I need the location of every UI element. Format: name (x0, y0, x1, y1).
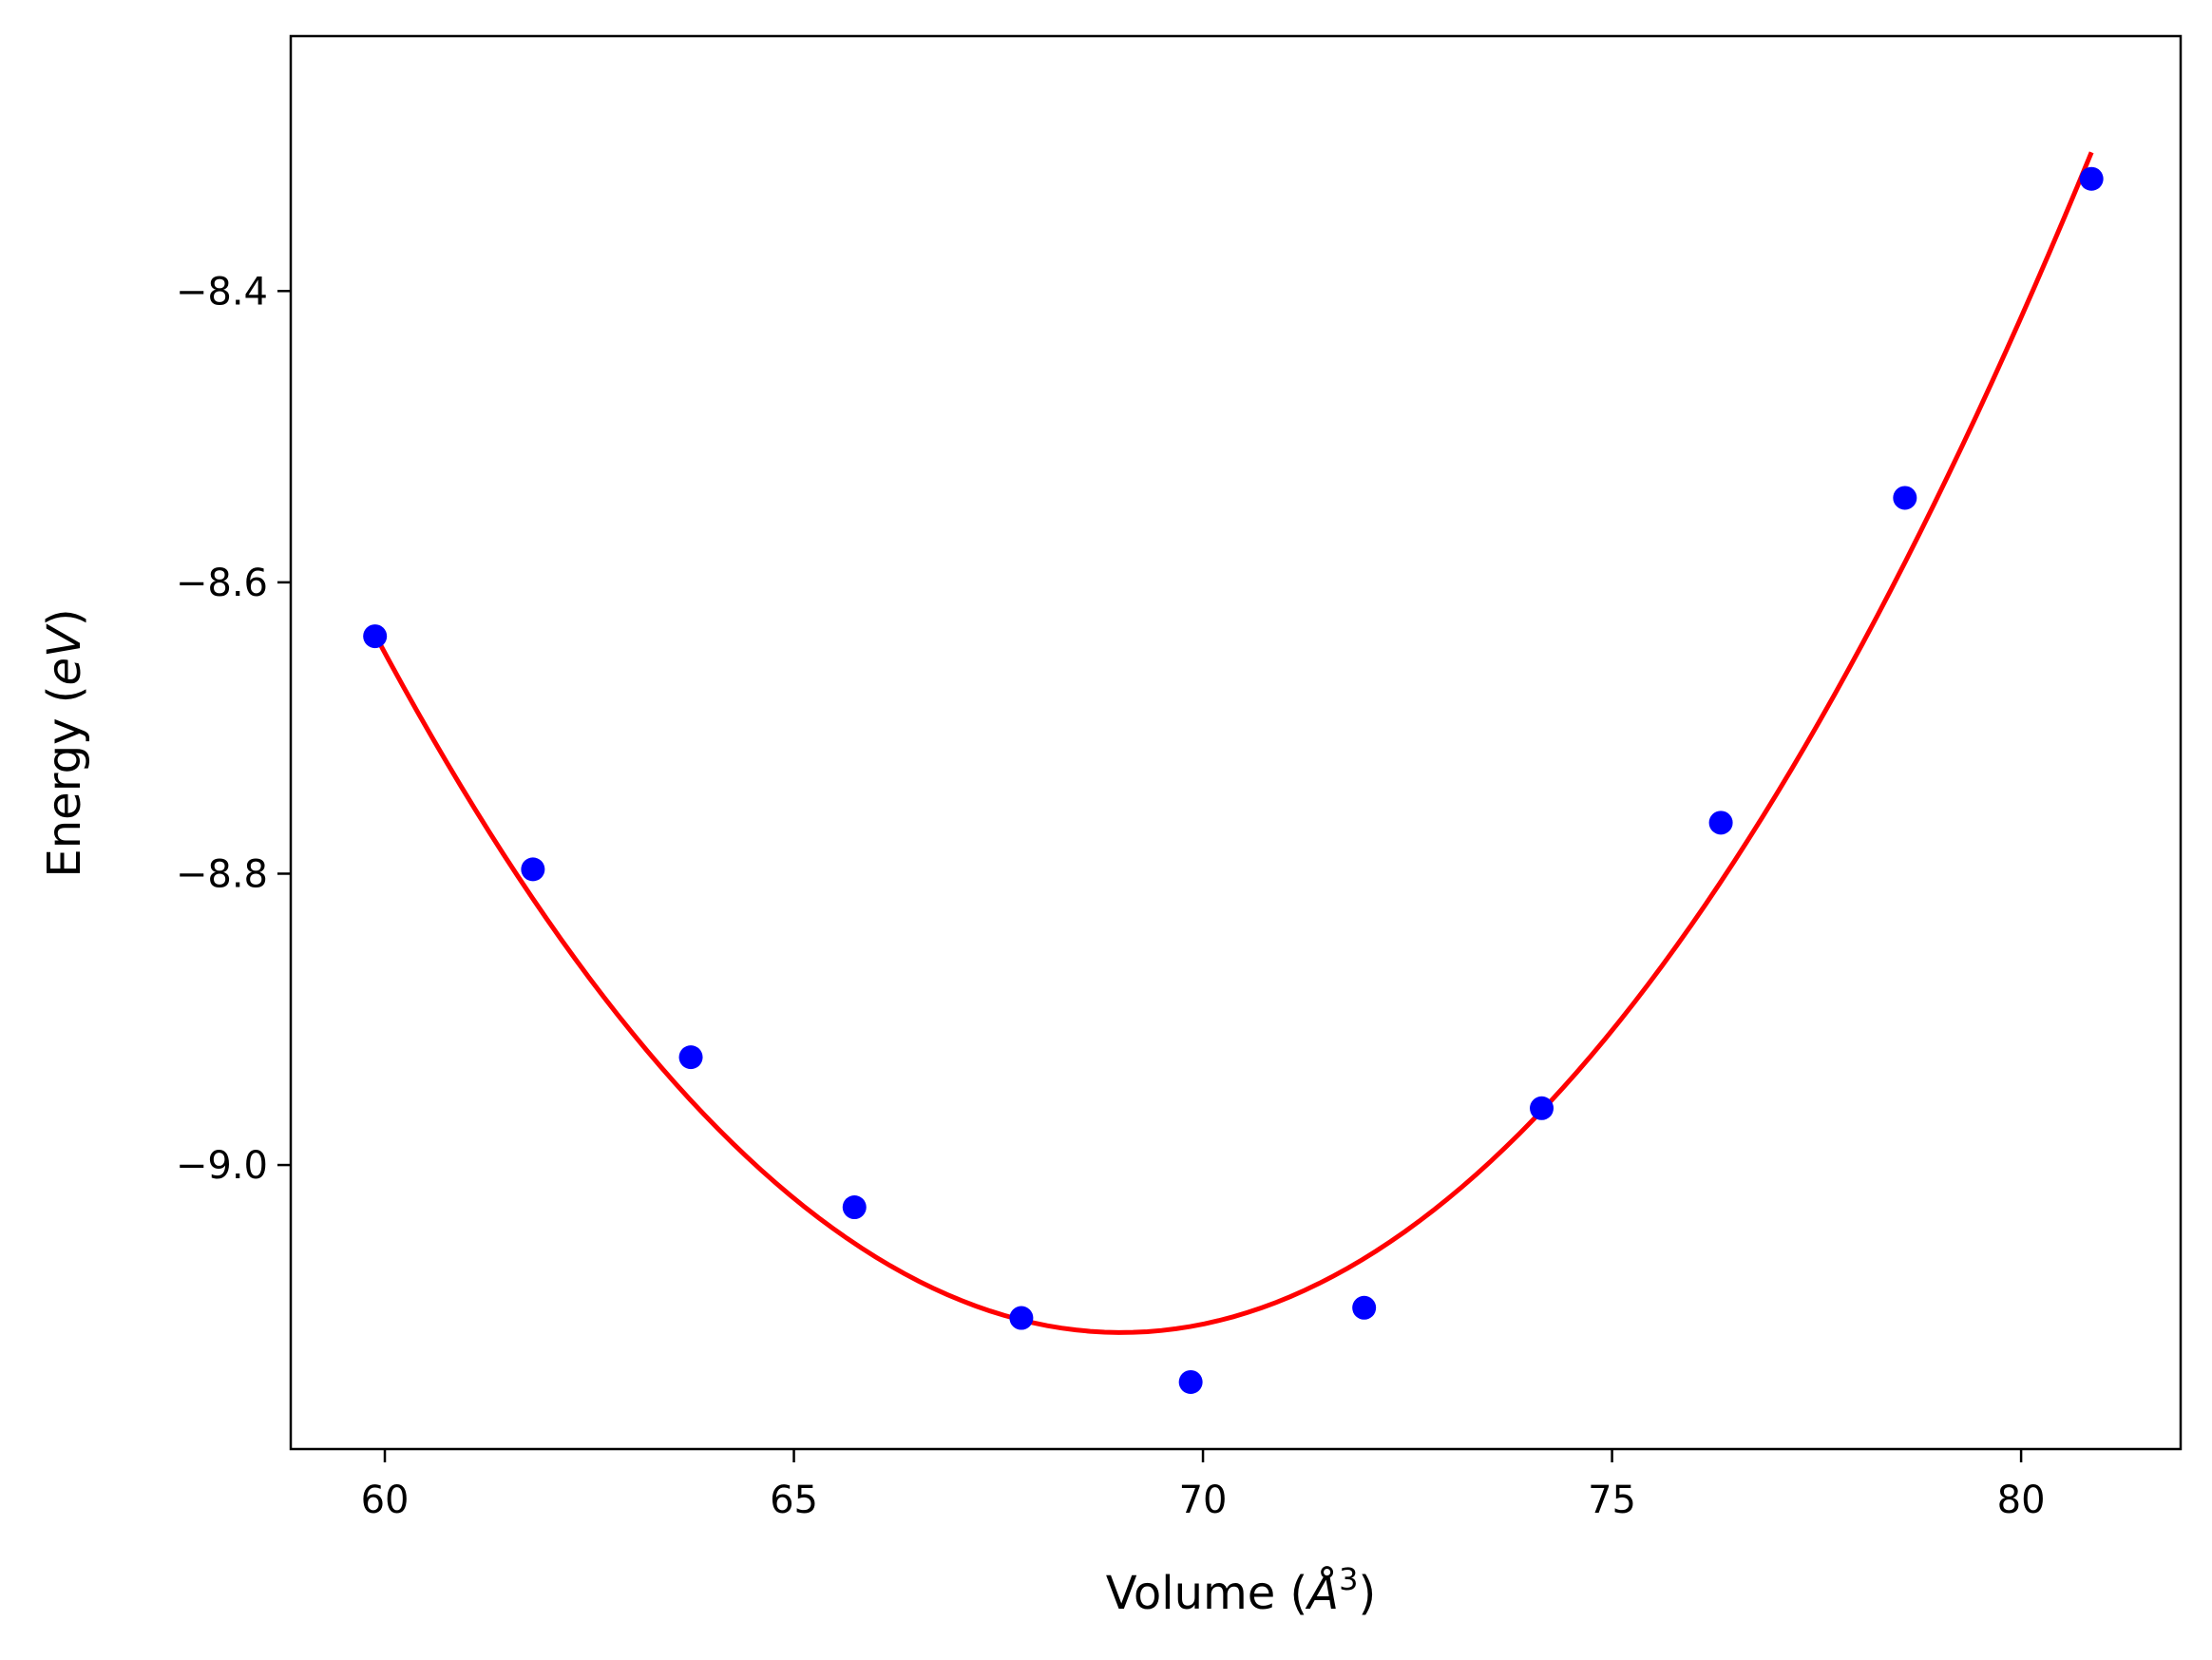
data-point (842, 1195, 867, 1220)
data-point (678, 1045, 703, 1070)
x-axis-label-sup: 3 (1339, 1561, 1358, 1597)
x-tick-label: 70 (1179, 1479, 1228, 1522)
y-tick-label: −8.8 (176, 852, 268, 896)
x-axis-label: Volume (Å3) (1106, 1561, 1376, 1620)
x-axis-label-close: ) (1358, 1567, 1376, 1620)
data-point (2079, 166, 2104, 191)
fit-curve-line (372, 151, 2094, 1335)
data-point (1009, 1306, 1034, 1330)
y-axis-label-close: ) (38, 608, 91, 626)
x-tick-label: 80 (1997, 1479, 2046, 1522)
data-points-layer (363, 166, 2104, 1394)
data-point (363, 624, 388, 649)
x-tick-label: 60 (361, 1479, 410, 1522)
y-tick-label: −8.6 (176, 562, 268, 605)
fit-curve-layer (372, 151, 2094, 1335)
plot-frame (289, 34, 2183, 1451)
data-point (1352, 1295, 1377, 1320)
data-point (521, 857, 545, 882)
y-axis-ticks: −8.4 −8.6 −8.8 −9.0 (176, 270, 291, 1188)
data-point (1893, 486, 1917, 510)
x-tick-label: 65 (770, 1479, 818, 1522)
x-axis-ticks: 60 65 70 75 80 (361, 1449, 2046, 1522)
y-tick-label: −9.0 (176, 1144, 268, 1188)
x-tick-label: 75 (1588, 1479, 1636, 1522)
y-axis-label: Energy (eV) (38, 608, 91, 877)
x-axis-label-symbol: Å (1305, 1566, 1339, 1620)
y-axis-label-text: Energy ( (38, 686, 91, 878)
data-point (1178, 1369, 1203, 1394)
data-point (1708, 811, 1733, 835)
data-point (1530, 1096, 1554, 1120)
y-axis-label-italic: eV (38, 623, 91, 686)
x-axis-label-text: Volume ( (1106, 1567, 1308, 1620)
y-tick-label: −8.4 (176, 270, 268, 314)
